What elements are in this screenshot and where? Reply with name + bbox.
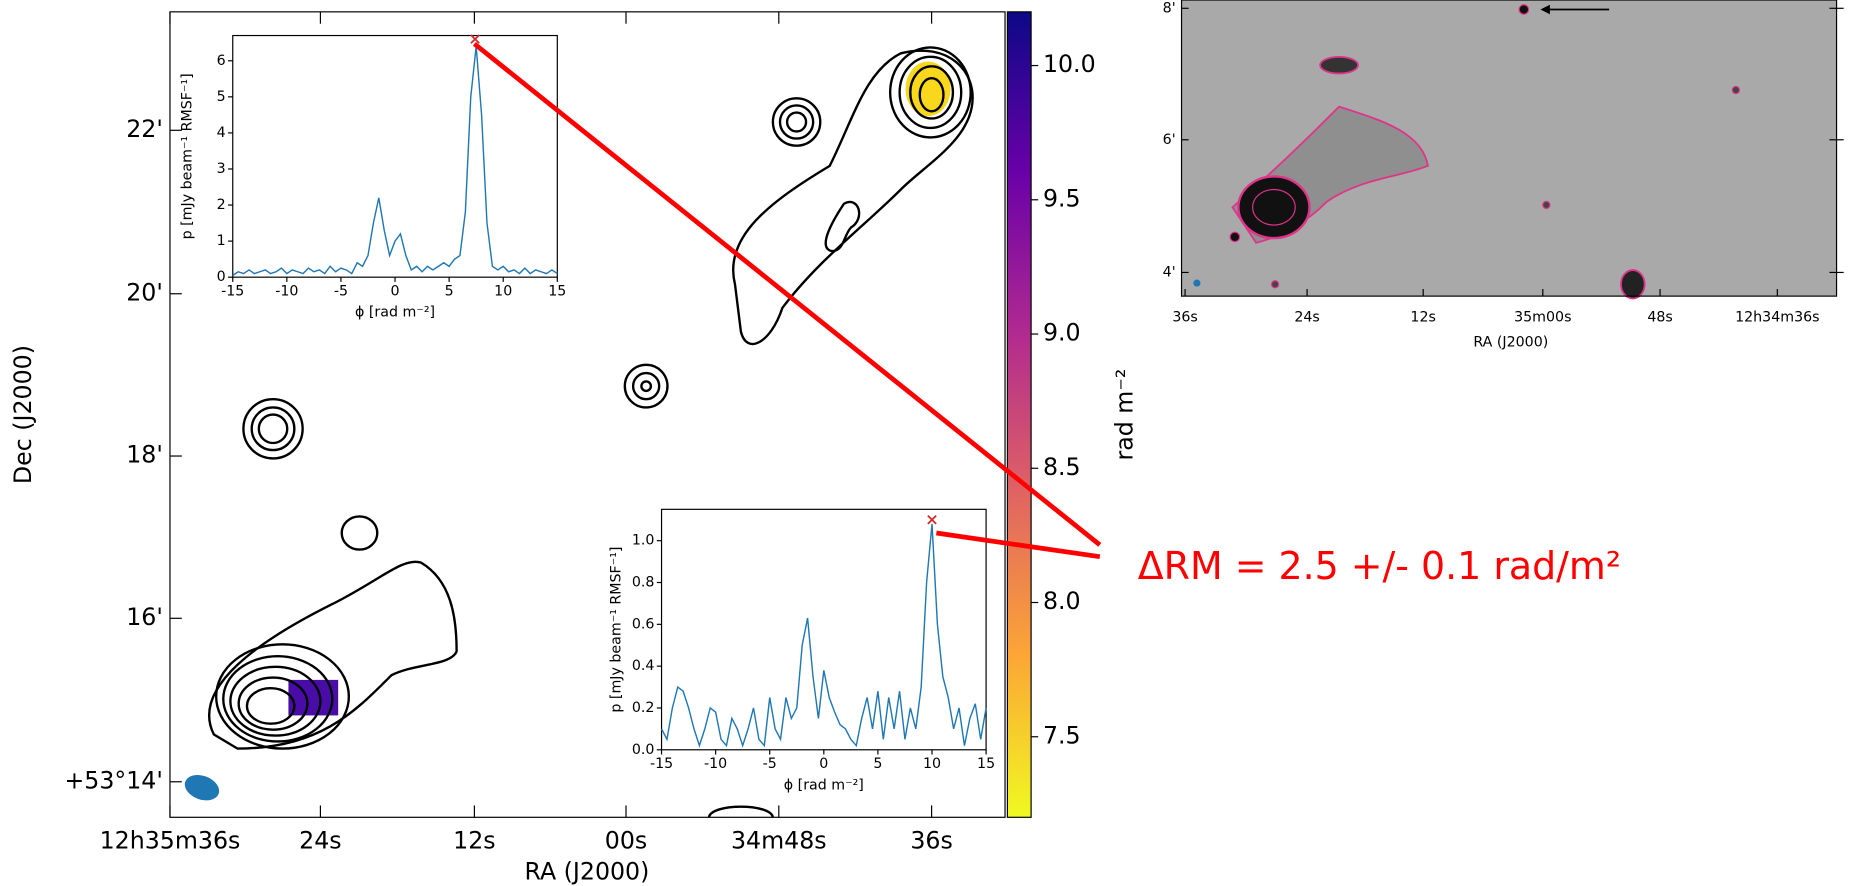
y-tick-label: 0 — [217, 269, 226, 285]
y-tick-label: 20' — [126, 278, 163, 306]
y-tick-label: 0.2 — [632, 700, 655, 716]
x-tick-label: 0 — [819, 756, 828, 772]
colorbar-tick-label: 9.5 — [1043, 184, 1081, 212]
x-tick-label: 36s — [910, 827, 952, 855]
x-tick-label: 10 — [494, 283, 512, 299]
x-axis-label: ϕ [rad m⁻²] — [355, 305, 435, 321]
y-tick-label: 5 — [217, 89, 226, 105]
y-tick-label: 16' — [126, 603, 163, 631]
y-tick-label: 22' — [126, 115, 163, 143]
y-tick-label: +53°14' — [64, 766, 162, 794]
x-tick-label: -10 — [275, 283, 298, 299]
y-tick-label: 0.6 — [632, 616, 655, 632]
x-tick-label: 12h35m36s — [100, 827, 241, 855]
y-tick-label: 0.0 — [632, 742, 655, 758]
y-tick-label: 6' — [1163, 132, 1176, 148]
y-tick-label: 8' — [1163, 0, 1176, 16]
colorbar — [1007, 12, 1031, 817]
x-tick-label: 00s — [605, 827, 647, 855]
x-tick-label: -5 — [763, 756, 777, 772]
x-tick-label: 12s — [1410, 309, 1435, 325]
colorbar-tick-label: 8.0 — [1043, 587, 1081, 615]
y-tick-label: 18' — [126, 441, 163, 469]
x-tick-label: 15 — [977, 756, 995, 772]
x-tick-label: -15 — [221, 283, 244, 299]
y-axis-label: Dec (J2000) — [9, 345, 37, 484]
x-axis-label: RA (J2000) — [1473, 334, 1548, 350]
colorbar-tick-label: 7.5 — [1043, 721, 1081, 749]
x-tick-label: 0 — [391, 283, 400, 299]
y-axis-label: p [mJy beam⁻¹ RMSF⁻¹] — [609, 547, 625, 713]
annotation: ΔRM = 2.5 +/- 0.1 rad/m² — [1138, 544, 1621, 588]
y-tick-label: 4 — [217, 125, 226, 141]
x-tick-label: 24s — [1294, 309, 1319, 325]
x-tick-label: 35m00s — [1514, 309, 1571, 325]
x-axis-label: ϕ [rad m⁻²] — [784, 777, 864, 793]
y-tick-label: 3 — [217, 161, 226, 177]
x-tick-label: -15 — [650, 756, 673, 772]
x-tick-label: 24s — [299, 827, 341, 855]
y-tick-label: 0.8 — [632, 575, 655, 591]
colorbar-tick-label: 9.0 — [1043, 319, 1081, 347]
y-tick-label: 6 — [217, 53, 226, 69]
right-image — [1182, 0, 1837, 298]
x-tick-label: -5 — [334, 283, 348, 299]
y-axis-label: p [mJy beam⁻¹ RMSF⁻¹] — [180, 73, 196, 239]
x-tick-label: 36s — [1172, 309, 1197, 325]
x-tick-label: 5 — [445, 283, 454, 299]
y-tick-label: 1 — [217, 233, 226, 249]
x-tick-label: -10 — [704, 756, 727, 772]
x-tick-label: 12s — [453, 827, 495, 855]
x-tick-label: 12h34m36s — [1735, 309, 1819, 325]
colorbar-tick-label: 8.5 — [1043, 453, 1081, 481]
x-axis-label: RA (J2000) — [524, 857, 649, 885]
colorbar-tick-label: 10.0 — [1043, 50, 1096, 78]
y-tick-label: 1.0 — [632, 533, 655, 549]
x-tick-label: 5 — [873, 756, 882, 772]
figure: 12h35m36s24s12s00s34m48s36s22'20'18'16'+… — [0, 0, 1849, 886]
y-tick-label: 4' — [1163, 264, 1176, 280]
y-tick-label: 0.4 — [632, 658, 655, 674]
colorbar-label: rad m⁻² — [1110, 369, 1138, 461]
x-tick-label: 48s — [1647, 309, 1672, 325]
y-tick-label: 2 — [217, 197, 226, 213]
x-tick-label: 34m48s — [731, 827, 827, 855]
x-tick-label: 15 — [548, 283, 566, 299]
x-tick-label: 10 — [923, 756, 941, 772]
